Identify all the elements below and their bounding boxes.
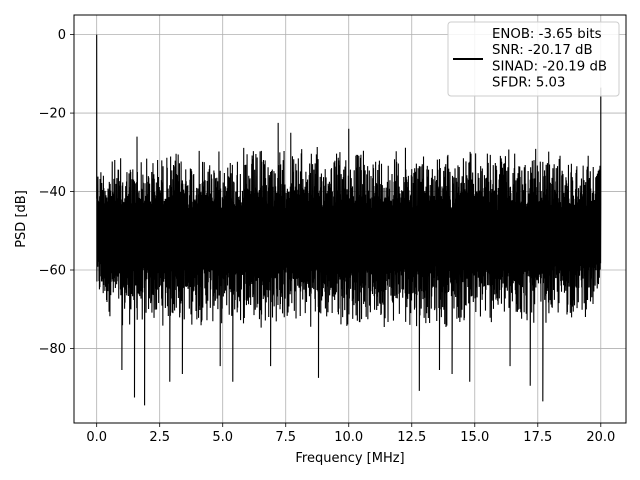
y-tick-label: −40 — [39, 185, 66, 200]
x-tick-label: 5.0 — [212, 430, 233, 445]
y-tick-label: 0 — [58, 28, 66, 43]
x-tick-label: 15.0 — [460, 430, 489, 445]
y-tick-label: −80 — [39, 342, 66, 357]
y-tick-label: −60 — [39, 264, 66, 279]
legend-box — [447, 21, 620, 97]
x-tick-label: 0.0 — [86, 430, 107, 445]
legend-entry-label: ENOB: -3.65 bits SNR: -20.17 dB SINAD: -20… — [492, 27, 607, 91]
legend-text-line: ENOB: -3.65 bits — [492, 27, 602, 42]
x-tick-label: 17.5 — [523, 430, 552, 445]
x-axis-ticks: 0.0 2.5 5.0 7.5 10.0 12.5 15.0 17.5 20.0 — [86, 423, 615, 445]
series-layer — [96, 34, 602, 406]
x-tick-label: 7.5 — [275, 430, 296, 445]
legend: ENOB: -3.65 bits SNR: -20.17 dB SINAD: -20… — [447, 21, 620, 97]
legend-text-line: SINAD: -20.19 dB — [492, 59, 607, 74]
legend-text-line: SNR: -20.17 dB — [492, 43, 593, 58]
y-axis-label: PSD [dB] — [14, 190, 29, 248]
x-tick-label: 12.5 — [397, 430, 426, 445]
plot-frame — [73, 14, 627, 424]
x-tick-label: 10.0 — [334, 430, 363, 445]
psd-series-line — [96, 34, 602, 406]
y-axis-ticks: 0 −20 −40 −60 −80 — [39, 28, 74, 357]
legend-text-line: SFDR: 5.03 — [492, 76, 565, 91]
x-tick-label: 20.0 — [586, 430, 615, 445]
x-tick-label: 2.5 — [149, 430, 170, 445]
x-axis-label: Frequency [MHz] — [295, 451, 404, 466]
y-tick-label: −20 — [39, 107, 66, 122]
